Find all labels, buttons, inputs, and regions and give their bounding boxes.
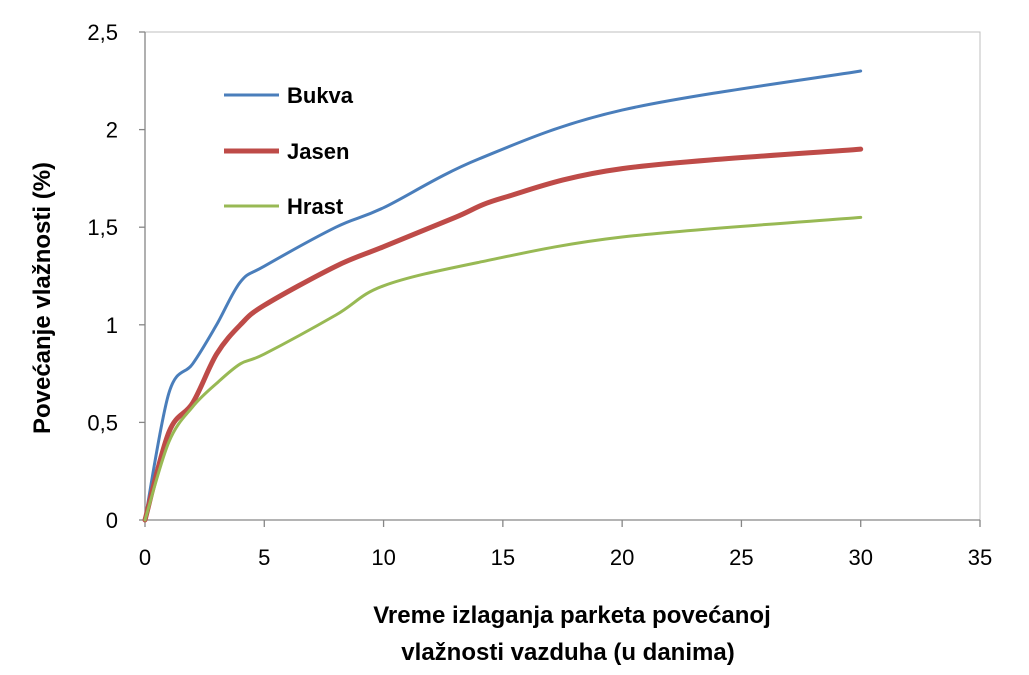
x-tick-label: 10 — [371, 545, 395, 570]
series-line-jasen — [142, 146, 864, 523]
x-tick-label: 30 — [848, 545, 872, 570]
y-axis: 0 0,5 1 1,5 2 2,5 — [87, 20, 146, 533]
y-axis-title: Povećanje vlažnosti (%) — [29, 162, 56, 434]
x-axis-title-line-1: Vreme izlaganja parketa povećanoj — [373, 602, 771, 629]
plot-area — [144, 31, 981, 521]
y-tick-label: 1 — [106, 313, 118, 338]
y-tick-label: 2 — [106, 118, 118, 143]
x-axis-title-line-2: vlažnosti vazduha (u danima) — [401, 639, 734, 666]
legend-label-bukva: Bukva — [287, 83, 354, 108]
y-tick-label: 2,5 — [87, 20, 118, 45]
legend-label-jasen: Jasen — [287, 139, 349, 164]
x-tick-label: 35 — [968, 545, 992, 570]
y-tick-label: 0,5 — [87, 410, 118, 435]
x-tick-label: 5 — [258, 545, 270, 570]
x-tick-label: 0 — [139, 545, 151, 570]
y-tick-label: 1,5 — [87, 215, 118, 240]
y-tick-label: 0 — [106, 508, 118, 533]
series-layer — [142, 69, 864, 523]
x-tick-label: 20 — [610, 545, 634, 570]
series-line-bukva — [143, 69, 863, 522]
series-line-hrast — [143, 215, 863, 522]
x-tick-label: 25 — [729, 545, 753, 570]
x-axis: 0 5 10 15 20 25 30 35 — [139, 519, 992, 570]
legend: Bukva Jasen Hrast — [224, 83, 354, 219]
legend-label-hrast: Hrast — [287, 194, 344, 219]
x-tick-label: 15 — [491, 545, 515, 570]
